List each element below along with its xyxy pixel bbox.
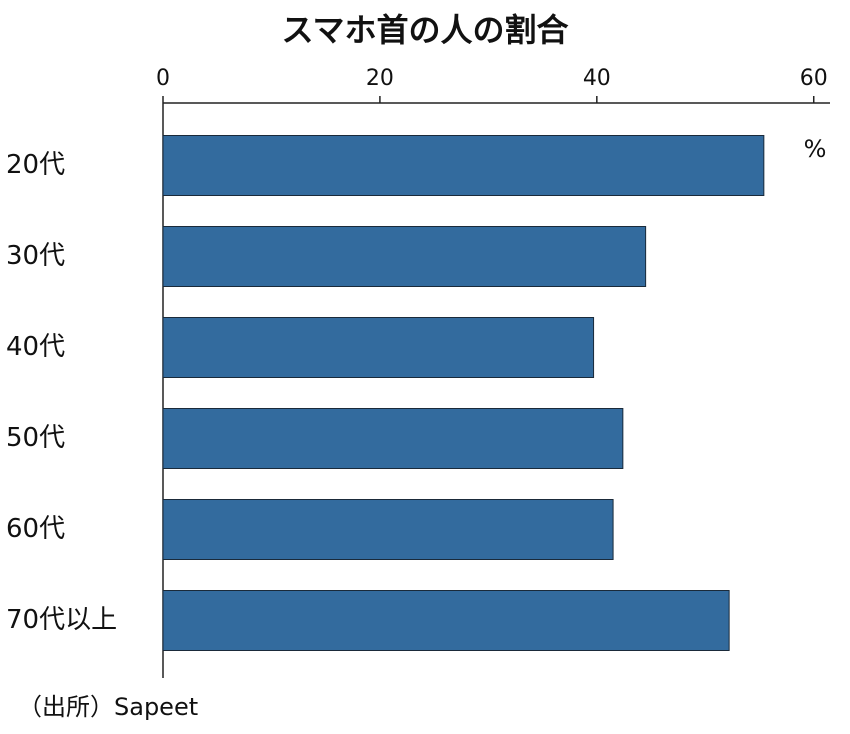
y-tick-label: 40代 [6,332,65,362]
chart-title: スマホ首の人の割合 [281,11,568,49]
bar [162,590,730,651]
y-tick-label: 50代 [6,423,65,453]
y-tick-label: 70代以上 [6,605,117,635]
y-tick-label: 20代 [6,150,65,180]
bar [162,499,614,560]
y-tick-label: 30代 [6,241,65,271]
x-tick-label: 0 [156,66,170,91]
bar [162,317,595,378]
bar [162,135,765,196]
x-tick-label: 60 [800,66,828,91]
unit-label: % [804,135,827,163]
x-tick-label: 40 [583,66,611,91]
bar [162,226,647,287]
bar [162,408,624,469]
x-tick-label: 20 [366,66,394,91]
source-note: （出所）Sapeet [18,693,198,721]
y-tick-label: 60代 [6,514,65,544]
